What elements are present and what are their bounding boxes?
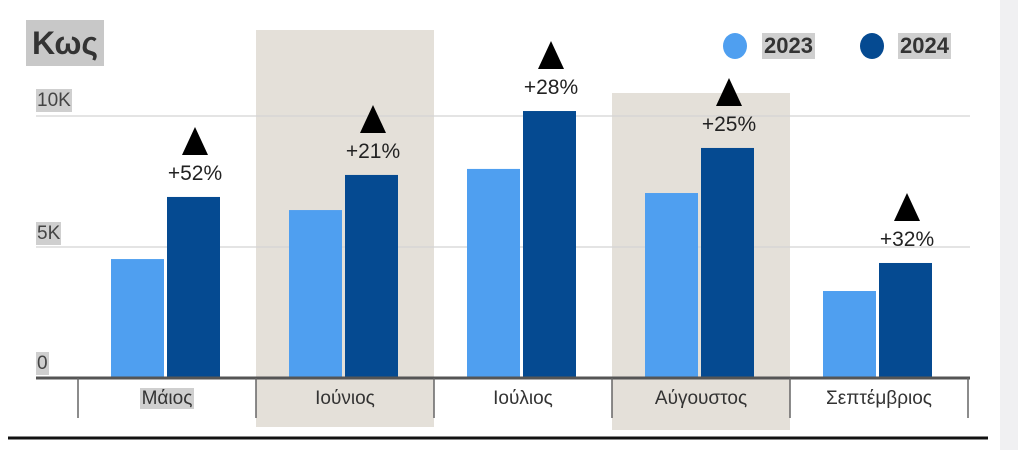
x-tick-text: Ιούνιος — [315, 388, 375, 409]
bar-2023-2 — [467, 168, 520, 378]
bar-2024-3 — [701, 147, 754, 378]
bar-2024-1 — [345, 174, 398, 378]
x-tick-text: Μάιος — [139, 388, 195, 409]
change-label: +25% — [701, 112, 757, 136]
bar-2024-4 — [879, 262, 932, 378]
x-tick-label: Ιούλιος — [434, 386, 612, 412]
bar-2023-0 — [111, 259, 164, 378]
bar-2023-1 — [289, 210, 342, 378]
right-edge-strip — [1000, 0, 1018, 450]
x-tick-label: Αύγουστος — [612, 386, 790, 412]
x-tick-text: Αύγουστος — [654, 388, 748, 409]
y-tick-5k: 5K — [36, 222, 62, 245]
x-tick-label: Σεπτέμβριος — [790, 386, 968, 412]
y-tick-10k: 10K — [36, 89, 72, 112]
change-label: +21% — [345, 139, 401, 163]
change-label: +28% — [523, 76, 579, 100]
bar-2023-3 — [645, 193, 698, 378]
bar-2024-2 — [523, 111, 576, 378]
chart-title: Κως — [26, 20, 105, 66]
legend-label-2023: 2023 — [762, 33, 815, 59]
x-tick-label: Μάιος — [78, 386, 256, 412]
legend-marker-2024 — [860, 33, 884, 59]
triangle-up-icon — [716, 77, 742, 106]
x-tick-text: Ιούλιος — [493, 388, 553, 409]
triangle-up-icon — [360, 104, 386, 133]
bar-2024-0 — [167, 196, 220, 378]
x-tick-label: Ιούνιος — [256, 386, 434, 412]
legend-label-2024: 2024 — [898, 33, 951, 59]
bar-2023-4 — [823, 291, 876, 378]
legend-marker-2023 — [723, 33, 747, 59]
triangle-up-icon — [182, 126, 208, 155]
triangle-up-icon — [538, 41, 564, 70]
x-tick-text: Σεπτέμβριος — [826, 388, 932, 409]
triangle-up-icon — [894, 192, 920, 221]
change-label: +52% — [167, 161, 223, 185]
y-tick-0: 0 — [36, 352, 49, 375]
change-label: +32% — [879, 227, 935, 251]
